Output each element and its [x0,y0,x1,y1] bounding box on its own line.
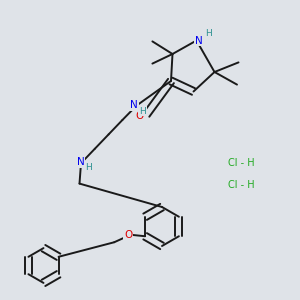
Text: Cl - H: Cl - H [228,179,255,190]
Text: H: H [139,106,146,116]
Text: O: O [136,111,144,121]
Text: H: H [205,28,212,38]
Text: N: N [76,157,84,167]
Text: H: H [85,164,92,172]
Text: N: N [195,35,203,46]
Text: Cl - H: Cl - H [228,158,255,169]
Text: O: O [124,230,132,240]
Text: N: N [130,100,138,110]
